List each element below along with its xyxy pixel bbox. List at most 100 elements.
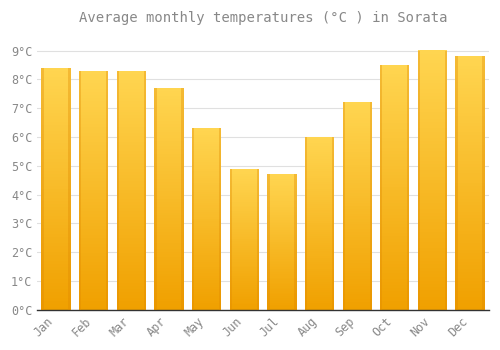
Bar — [154, 188, 184, 190]
Bar — [79, 208, 108, 211]
Bar — [42, 271, 71, 273]
Bar — [380, 276, 410, 279]
Bar — [192, 278, 222, 280]
Bar — [192, 253, 222, 255]
Bar — [418, 132, 447, 135]
Bar — [116, 235, 146, 238]
Bar — [42, 264, 71, 267]
Bar — [456, 60, 484, 63]
Bar — [418, 277, 447, 281]
Bar — [230, 292, 259, 294]
Bar — [154, 138, 184, 141]
Bar — [116, 205, 146, 208]
Bar — [79, 298, 108, 301]
Bar — [42, 249, 71, 252]
Bar — [230, 174, 259, 176]
Bar — [456, 193, 484, 196]
Bar — [116, 241, 146, 244]
Bar — [79, 127, 108, 131]
Title: Average monthly temperatures (°C ) in Sorata: Average monthly temperatures (°C ) in So… — [79, 11, 448, 25]
Bar — [305, 163, 334, 165]
Bar — [79, 223, 108, 226]
Bar — [79, 74, 108, 77]
Bar — [192, 208, 222, 210]
Bar — [256, 169, 259, 310]
Bar — [305, 223, 334, 225]
Bar — [79, 256, 108, 259]
Bar — [154, 293, 184, 296]
Bar — [230, 290, 259, 292]
Bar — [192, 251, 222, 253]
Bar — [268, 286, 296, 288]
Bar — [380, 71, 410, 74]
Bar — [230, 215, 259, 216]
Bar — [192, 149, 222, 151]
Bar — [192, 189, 222, 192]
Bar — [230, 188, 259, 190]
Bar — [418, 122, 447, 125]
Bar — [418, 151, 447, 154]
Bar — [342, 240, 372, 242]
Bar — [418, 70, 447, 73]
Bar — [42, 252, 71, 255]
Bar — [230, 248, 259, 250]
Bar — [230, 234, 259, 236]
Bar — [305, 202, 334, 204]
Bar — [79, 172, 108, 175]
Bar — [230, 287, 259, 288]
Bar — [456, 174, 484, 177]
Bar — [268, 196, 296, 198]
Bar — [79, 157, 108, 160]
Bar — [456, 97, 484, 100]
Bar — [342, 247, 372, 250]
Bar — [342, 190, 372, 193]
Bar — [79, 190, 108, 193]
Bar — [154, 154, 184, 157]
Bar — [116, 118, 146, 121]
Bar — [116, 289, 146, 292]
Bar — [230, 230, 259, 232]
Bar — [154, 202, 184, 204]
Bar — [456, 265, 484, 268]
Bar — [342, 196, 372, 198]
Bar — [79, 169, 108, 172]
Bar — [42, 86, 71, 89]
Bar — [456, 256, 484, 259]
Bar — [456, 145, 484, 148]
Bar — [305, 161, 334, 163]
Bar — [42, 80, 71, 83]
Bar — [154, 96, 184, 99]
Bar — [456, 142, 484, 145]
Bar — [154, 110, 184, 113]
Bar — [268, 267, 296, 269]
Bar — [230, 241, 259, 243]
Bar — [154, 262, 184, 265]
Bar — [456, 307, 484, 310]
Bar — [418, 206, 447, 209]
Bar — [305, 146, 334, 148]
Bar — [456, 158, 484, 161]
Bar — [154, 185, 184, 188]
Bar — [268, 252, 296, 254]
Bar — [79, 268, 108, 271]
Bar — [192, 201, 222, 203]
Bar — [456, 56, 484, 60]
Bar — [42, 137, 71, 140]
Bar — [230, 208, 259, 209]
Bar — [79, 265, 108, 268]
Bar — [305, 308, 334, 310]
Bar — [268, 174, 296, 176]
Bar — [154, 130, 184, 132]
Bar — [418, 303, 447, 307]
Bar — [79, 205, 108, 208]
Bar — [456, 268, 484, 272]
Bar — [116, 151, 146, 154]
Bar — [380, 303, 410, 307]
Bar — [116, 265, 146, 268]
Bar — [418, 216, 447, 219]
Bar — [456, 224, 484, 228]
Bar — [116, 148, 146, 151]
Bar — [268, 293, 296, 294]
Bar — [305, 306, 334, 308]
Bar — [79, 71, 82, 310]
